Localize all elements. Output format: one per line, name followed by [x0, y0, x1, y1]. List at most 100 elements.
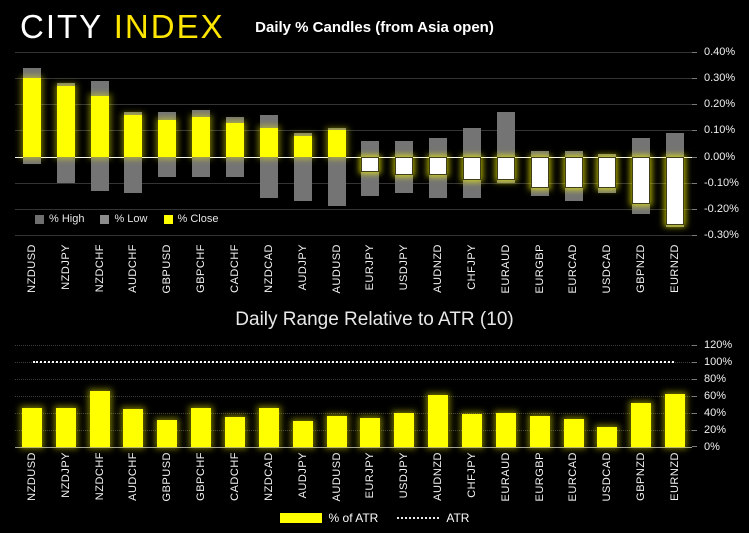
gridline [15, 430, 692, 431]
atr-legend: % of ATR ATR [0, 511, 749, 525]
x-label-cell: NZDUSD [15, 452, 49, 510]
x-label: GBPCHF [195, 244, 208, 293]
candle-close-EURAUD [496, 156, 515, 181]
atr-bar-USDCAD [597, 427, 618, 447]
axis-tick [692, 235, 697, 236]
x-label-cell: EURGBP [523, 452, 557, 510]
x-label: AUDCHF [127, 244, 140, 293]
x-label: GBPNZD [635, 244, 648, 293]
atr-bar-NZDUSD [21, 407, 42, 447]
gridline [15, 156, 692, 158]
candle-close-EURJPY [361, 156, 380, 173]
x-label: AUDUSD [330, 244, 343, 294]
x-label-cell: AUDCHF [117, 244, 151, 304]
axis-tick [692, 379, 697, 380]
x-label: USDCAD [601, 244, 614, 294]
x-label-cell: CADCHF [218, 452, 252, 510]
high-swatch-icon [35, 214, 44, 224]
y-tick-label: -0.20% [704, 202, 739, 215]
x-label-cell: NZDJPY [49, 244, 83, 304]
axis-tick [692, 78, 697, 80]
x-label-cell: GBPUSD [150, 244, 184, 304]
x-label-cell: EURJPY [353, 244, 387, 304]
x-label: GBPNZD [635, 452, 648, 501]
close-swatch-icon [163, 214, 173, 224]
x-label: NZDCAD [262, 452, 275, 501]
axis-tick [692, 52, 697, 53]
x-label: NZDJPY [59, 244, 72, 290]
x-label: EURNZD [668, 244, 681, 293]
x-label: CHFJPY [465, 452, 478, 498]
y-tick-label: 0.20% [704, 98, 736, 111]
candle-close-AUDNZD [429, 156, 448, 175]
x-label: NZDUSD [25, 452, 38, 501]
gridline [15, 396, 692, 397]
x-label: CADCHF [228, 244, 241, 293]
x-label: USDCAD [601, 452, 614, 502]
axis-tick [692, 413, 697, 414]
atr-xlabels: NZDUSD NZDJPY NZDCHF AUDCHF GBPUSD GBPCHF CADC… [15, 452, 692, 510]
gridline [15, 104, 692, 106]
atr-bar-AUDUSD [326, 416, 347, 447]
low-swatch-icon [100, 214, 110, 224]
x-label: NZDCHF [93, 244, 106, 293]
candle-close-CHFJPY [462, 156, 481, 181]
gridline [15, 235, 692, 236]
candle-close-AUDCHF [124, 114, 143, 157]
atr-bar-EURJPY [360, 418, 381, 447]
gridline [15, 78, 692, 80]
legend-label-atr: ATR [446, 511, 470, 525]
x-label: AUDJPY [296, 244, 309, 291]
x-label: AUDUSD [330, 452, 343, 502]
candle-close-CADCHF [226, 122, 245, 157]
x-label-cell: EURCAD [557, 244, 591, 304]
x-label-cell: NZDCHF [83, 244, 117, 304]
axis-tick [692, 362, 697, 363]
candle-close-NZDUSD [22, 78, 41, 157]
atr-bar-AUDNZD [428, 395, 449, 447]
y-tick-label: -0.30% [704, 229, 739, 241]
legend-item-close: % Close [163, 213, 218, 225]
x-label-cell: NZDUSD [15, 244, 49, 304]
x-label-cell: AUDNZD [421, 452, 455, 510]
candle-close-GBPNZD [632, 156, 651, 204]
candle-close-GBPCHF [192, 117, 211, 157]
candle-close-NZDCAD [259, 127, 278, 157]
x-label-cell: NZDJPY [49, 452, 83, 510]
x-label: AUDNZD [432, 244, 445, 293]
atr-bar-GBPUSD [157, 419, 178, 447]
x-label-cell: CHFJPY [455, 244, 489, 304]
legend-label-pct-atr: % of ATR [328, 511, 379, 525]
brand-logo-index: INDEX [113, 8, 225, 45]
x-label-cell: GBPUSD [150, 452, 184, 510]
atr-bar-EURAUD [495, 413, 516, 447]
x-label: AUDJPY [296, 452, 309, 499]
axis-tick [692, 156, 697, 158]
y-tick-label: 20% [704, 424, 727, 436]
y-tick-label: 40% [704, 407, 727, 419]
candles-plot [15, 52, 697, 236]
gridline [15, 52, 692, 53]
x-label: USDJPY [398, 452, 411, 499]
x-label-cell: USDJPY [387, 244, 421, 304]
atr-bar-NZDCHF [89, 390, 110, 447]
x-label-cell: EURGBP [523, 244, 557, 304]
x-label-cell: USDCAD [590, 452, 624, 510]
x-label-cell: USDCAD [590, 244, 624, 304]
x-label: CADCHF [228, 452, 241, 501]
x-label: EURAUD [499, 244, 512, 294]
atr-bar-EURGBP [529, 415, 550, 447]
x-label-cell: AUDJPY [286, 452, 320, 510]
x-label: EURGBP [533, 244, 546, 294]
x-label-cell: AUDCHF [117, 452, 151, 510]
legend-item-low: % Low [100, 213, 148, 225]
axis-tick [692, 182, 697, 184]
atr-bar-GBPCHF [191, 407, 212, 447]
candle-close-USDJPY [395, 156, 414, 175]
atr-plot [15, 345, 697, 448]
atr-bar-EURNZD [665, 394, 686, 447]
x-label-cell: NZDCAD [252, 452, 286, 510]
gridline [15, 413, 692, 414]
atr-bar-CHFJPY [461, 413, 482, 447]
